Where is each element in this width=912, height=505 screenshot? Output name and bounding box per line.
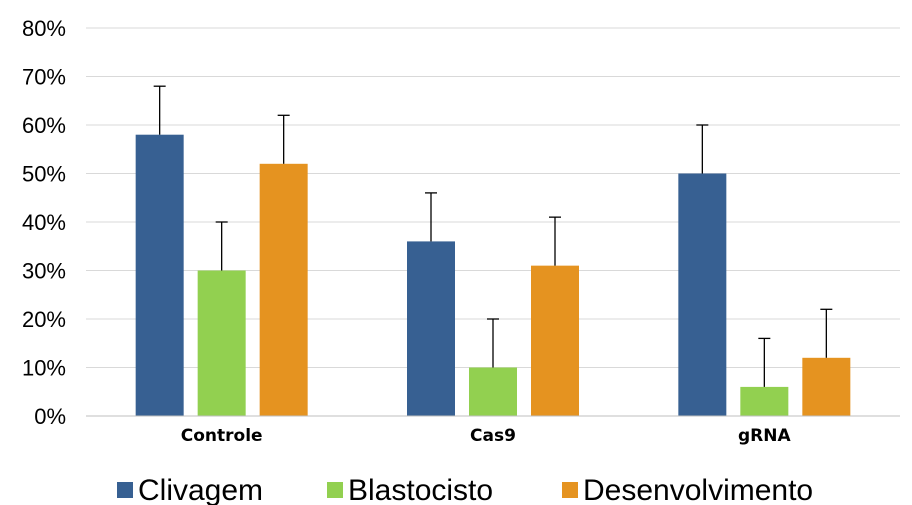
bar-blastocisto-cas9 <box>469 367 517 416</box>
y-tick-label: 0% <box>34 404 66 429</box>
bar-desenvolvimento-cas9 <box>531 265 579 416</box>
bar-desenvolvimento-controle <box>259 163 308 416</box>
y-tick-label: 30% <box>22 259 66 284</box>
y-tick-label: 50% <box>22 162 66 187</box>
bars <box>135 134 851 416</box>
y-tick-label: 80% <box>22 16 66 41</box>
legend-label-clivagem: Clivagem <box>138 474 263 505</box>
legend-swatch-blastocisto <box>327 482 343 498</box>
bar-blastocisto-controle <box>197 270 246 416</box>
error-bars <box>153 85 833 387</box>
bar-desenvolvimento-grna <box>802 357 851 416</box>
y-tick-label: 40% <box>22 210 66 235</box>
x-category-label: Cas9 <box>470 426 516 446</box>
bar-clivagem-grna <box>678 173 727 416</box>
x-category-label: Controle <box>181 426 263 446</box>
legend: Clivagem Blastocisto Desenvolvimento <box>117 474 813 505</box>
y-tick-label: 70% <box>22 65 66 90</box>
y-tick-label: 20% <box>22 307 66 332</box>
legend-label-desenvolvimento: Desenvolvimento <box>583 474 813 505</box>
legend-label-blastocisto: Blastocisto <box>348 474 493 505</box>
x-category-label: gRNA <box>738 426 791 446</box>
bar-clivagem-cas9 <box>407 241 455 416</box>
y-tick-label: 10% <box>22 356 66 381</box>
y-tick-label: 60% <box>22 113 66 138</box>
y-axis-ticks: 0% 10% 20% 30% 40% 50% 60% 70% 80% <box>22 16 66 429</box>
legend-swatch-clivagem <box>117 482 133 498</box>
bar-blastocisto-grna <box>740 386 789 416</box>
bar-clivagem-controle <box>135 134 184 416</box>
legend-swatch-desenvolvimento <box>562 482 578 498</box>
x-axis-categories: Controle Cas9 gRNA <box>181 426 792 446</box>
